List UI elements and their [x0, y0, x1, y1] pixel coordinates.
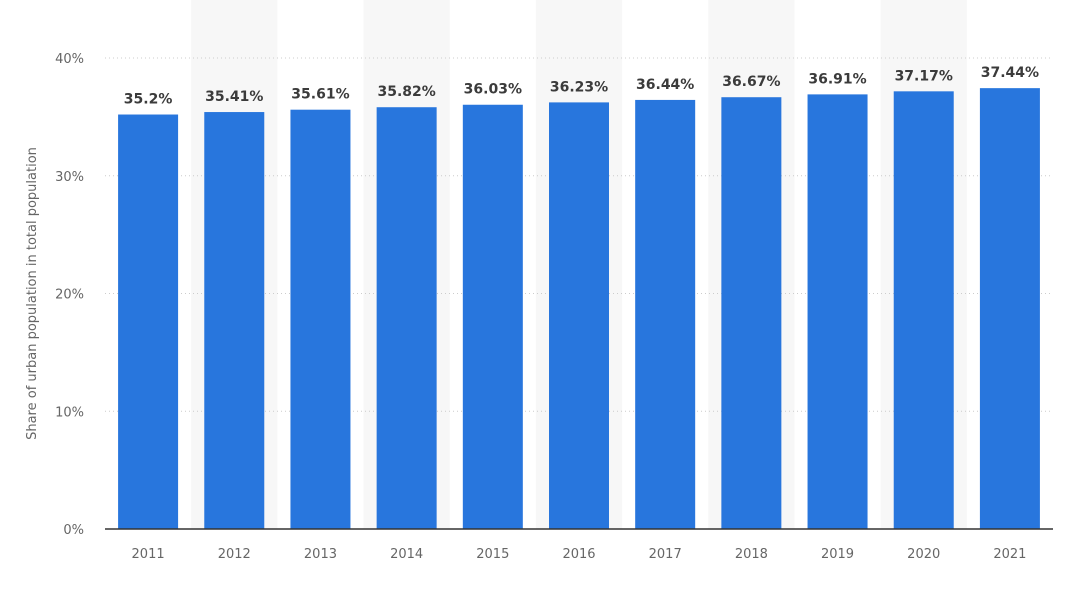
data-label-2021: 37.44% [981, 65, 1039, 81]
y-tick-labels: 0% 10% 20% 30% 40% [55, 52, 84, 538]
data-label-2011: 35.2% [124, 92, 173, 108]
data-label-2015: 36.03% [464, 82, 522, 98]
x-tick-label-2020: 2020 [907, 547, 940, 562]
bar-2011[interactable] [118, 114, 179, 530]
bar-2017[interactable] [635, 99, 696, 529]
bar-2014[interactable] [376, 107, 437, 530]
data-label-2018: 36.67% [722, 74, 780, 90]
y-tick-label: 20% [55, 288, 84, 303]
data-label-2019: 36.91% [808, 71, 866, 87]
x-tick-label-2011: 2011 [132, 547, 165, 562]
data-label-2017: 36.44% [636, 77, 694, 93]
y-tick-label: 40% [55, 52, 84, 67]
bar-2016[interactable] [549, 102, 609, 529]
data-label-2013: 35.61% [291, 87, 349, 103]
x-tick-label-2012: 2012 [218, 547, 251, 562]
x-tick-label-2013: 2013 [304, 547, 337, 562]
x-tick-label-2019: 2019 [821, 547, 854, 562]
bar-2020[interactable] [893, 91, 954, 530]
x-tick-label-2014: 2014 [390, 547, 423, 562]
bar-2018[interactable] [721, 97, 782, 529]
y-axis-label: Share of urban population in total popul… [25, 147, 40, 440]
data-label-2014: 35.82% [377, 84, 435, 100]
bar-2021[interactable] [979, 88, 1040, 530]
data-labels: 35.2% 35.41% 35.61% 35.82% 36.03% 36.23% 36.44… [124, 65, 1039, 107]
data-label-2012: 35.41% [205, 89, 263, 105]
x-tick-labels: 2011 2012 2013 2014 2015 2016 2017 2018 2019 2020… [132, 547, 1027, 562]
y-tick-label: 10% [55, 405, 84, 420]
x-tick-label-2018: 2018 [735, 547, 768, 562]
y-tick-label: 0% [63, 523, 84, 538]
bar-2013[interactable] [290, 109, 351, 529]
x-tick-label-2015: 2015 [476, 547, 509, 562]
y-tick-label: 30% [55, 170, 84, 185]
x-tick-label-2017: 2017 [649, 547, 682, 562]
x-tick-label-2016: 2016 [562, 547, 595, 562]
x-tick-label-2021: 2021 [993, 547, 1026, 562]
bar-2015[interactable] [462, 104, 523, 529]
bars [118, 88, 1040, 530]
data-label-2020: 37.17% [895, 68, 953, 84]
data-label-2016: 36.23% [550, 79, 608, 95]
bar-2019[interactable] [807, 94, 868, 529]
bar-2012[interactable] [204, 112, 265, 530]
